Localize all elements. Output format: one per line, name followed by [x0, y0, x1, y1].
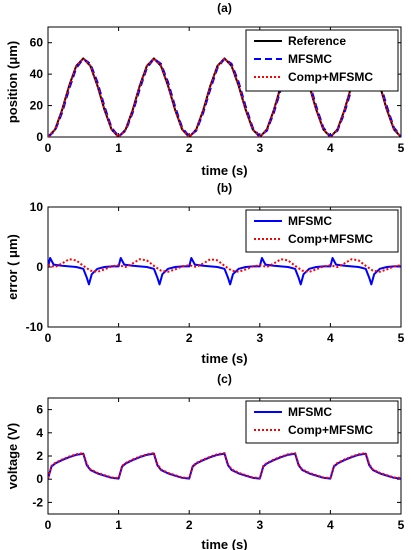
legend-label: Comp+MFSMC — [288, 423, 373, 437]
y-axis-label: voltage (V) — [5, 423, 20, 489]
x-tick-label: 4 — [327, 518, 334, 532]
series-line-mfsmc — [48, 257, 401, 286]
x-tick-label: 5 — [398, 141, 405, 155]
y-tick-label: 4 — [36, 426, 43, 440]
x-tick-label: 0 — [45, 141, 52, 155]
x-tick-label: 5 — [398, 518, 405, 532]
x-tick-label: 2 — [186, 141, 193, 155]
legend-label: Comp+MFSMC — [288, 70, 373, 84]
y-tick-label: 40 — [30, 67, 44, 81]
x-tick-label: 2 — [186, 518, 193, 532]
y-tick-label: 6 — [36, 403, 43, 417]
y-tick-label: 60 — [30, 36, 44, 50]
x-tick-label: 0 — [45, 331, 52, 345]
series-line-comp-mfsmc — [48, 57, 401, 137]
x-tick-label: 3 — [256, 331, 263, 345]
y-axis-label: error ( μm) — [5, 234, 20, 300]
legend-label: MFSMC — [288, 214, 332, 228]
y-tick-label: -10 — [26, 320, 44, 334]
x-tick-label: 2 — [186, 331, 193, 345]
panel-0: (a) 0 1 2 3 4 5 0 20 40 60 time (s) position (μm) Ref… — [5, 1, 405, 178]
x-tick-label: 3 — [256, 141, 263, 155]
x-axis-label: time (s) — [201, 163, 247, 178]
y-tick-label: -2 — [32, 495, 43, 509]
legend-label: MFSMC — [288, 405, 332, 419]
y-tick-label: 0 — [36, 472, 43, 486]
legend-label: Comp+MFSMC — [288, 232, 373, 246]
x-tick-label: 1 — [115, 518, 122, 532]
panel-title: (c) — [217, 372, 232, 386]
x-tick-label: 4 — [327, 331, 334, 345]
legend-label: MFSMC — [288, 52, 332, 66]
legend-label: Reference — [288, 34, 346, 48]
legend-box — [245, 400, 399, 444]
y-tick-label: 0 — [36, 260, 43, 274]
x-tick-label: 5 — [398, 331, 405, 345]
x-tick-label: 1 — [115, 331, 122, 345]
series-line-comp-mfsmc — [48, 258, 401, 273]
y-tick-label: 20 — [30, 99, 44, 113]
x-tick-label: 4 — [327, 141, 334, 155]
panel-title: (a) — [217, 1, 232, 15]
y-axis-label: position (μm) — [5, 41, 20, 123]
x-axis-label: time (s) — [201, 537, 247, 550]
panel-title: (b) — [217, 181, 232, 195]
x-tick-label: 0 — [45, 518, 52, 532]
y-tick-label: 0 — [36, 130, 43, 144]
x-axis-label: time (s) — [201, 351, 247, 366]
legend-box — [245, 209, 399, 253]
y-tick-label: 2 — [36, 449, 43, 463]
series-line-comp-mfsmc — [48, 452, 401, 480]
x-tick-label: 3 — [256, 518, 263, 532]
y-tick-label: 10 — [30, 200, 44, 214]
x-tick-label: 1 — [115, 141, 122, 155]
